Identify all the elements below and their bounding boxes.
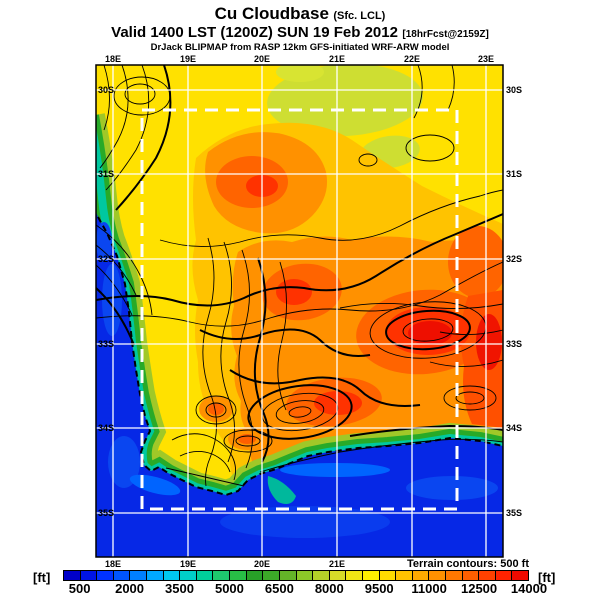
lon-label-bottom: 18E — [104, 559, 122, 569]
colorbar-segment — [113, 571, 131, 580]
coastline — [97, 216, 503, 497]
colorbar-segment — [429, 571, 447, 580]
lat-label-left: 34S — [98, 423, 115, 433]
colorbar-tick-label: 14000 — [510, 581, 548, 596]
colorbar-tick-label: 3500 — [165, 581, 194, 596]
colorbar-segment — [213, 571, 231, 580]
colorbar-segment — [495, 571, 513, 580]
colorbar-tick-label: 2000 — [115, 581, 145, 596]
valid-time-line: Valid 1400 LST (1200Z) SUN 19 Feb 2012 [… — [0, 24, 600, 42]
chart-title: Cu Cloudbase (Sfc. LCL) — [0, 4, 600, 24]
model-attribution: DrJack BLIPMAP from RASP 12km GFS-initia… — [150, 41, 450, 53]
lat-label-left: 35S — [98, 508, 115, 518]
graticule — [96, 65, 503, 557]
colorbar-tick-label: 500 — [68, 581, 91, 596]
chart-title-qualifier: (Sfc. LCL) — [333, 10, 386, 22]
colorbar-segment — [80, 571, 98, 580]
colorbar-tick-label: 5000 — [214, 581, 244, 596]
lon-label-bottom: 20E — [253, 559, 271, 569]
colorbar-tick-label: 8000 — [314, 581, 344, 596]
lat-label-right: 31S — [506, 169, 523, 179]
colorbar-segment — [479, 571, 496, 580]
colorbar-segment — [180, 571, 197, 580]
lat-label-right: 32S — [506, 254, 523, 264]
colorbar-segment — [346, 571, 363, 580]
colorbar-segment — [147, 571, 164, 580]
colorbar-segment — [279, 571, 297, 580]
colorbar — [63, 570, 529, 581]
title-block: Cu Cloudbase (Sfc. LCL) Valid 1400 LST (… — [0, 4, 600, 54]
colorbar-segment — [329, 571, 347, 580]
lon-label-top: 20E — [253, 54, 271, 64]
colorbar-segment — [462, 571, 480, 580]
lon-label-top: 22E — [403, 54, 421, 64]
colorbar-segment — [97, 571, 114, 580]
chart-title-main: Cu Cloudbase — [214, 4, 329, 23]
colorbar-tick-label: 11000 — [411, 581, 447, 596]
colorbar-segment — [512, 571, 529, 580]
lat-label-left: 32S — [98, 254, 115, 264]
colorbar-unit-right: [ft] — [538, 570, 556, 585]
colorbar-segment — [379, 571, 397, 580]
lat-label-right: 30S — [506, 85, 523, 95]
lon-label-top: 21E — [328, 54, 346, 64]
colorbar-segment — [196, 571, 214, 580]
colorbar-segment — [296, 571, 314, 580]
colorbar-segment — [163, 571, 181, 580]
lon-label-bottom: 19E — [179, 559, 197, 569]
lat-label-left: 30S — [98, 85, 115, 95]
model-domain-box — [140, 108, 459, 511]
colorbar-segment — [263, 571, 280, 580]
lon-label-top: 18E — [104, 54, 122, 64]
colorbar-segment — [412, 571, 430, 580]
lon-label-top: 19E — [179, 54, 197, 64]
lat-label-right: 34S — [506, 423, 523, 433]
lat-label-left: 31S — [98, 169, 115, 179]
forecast-tag: [18hrFcst@2159Z] — [402, 29, 489, 41]
colorbar-segment — [230, 571, 247, 580]
colorbar-segment — [64, 571, 81, 580]
colorbar-segment — [446, 571, 463, 580]
colorbar-segment — [130, 571, 148, 580]
map-border — [95, 64, 504, 558]
lon-label-top: 23E — [477, 54, 495, 64]
colorbar-segment — [362, 571, 380, 580]
colorbar-segment — [246, 571, 264, 580]
colorbar-tick-label: 12500 — [460, 581, 498, 596]
colorbar-tick-label: 6500 — [264, 581, 294, 596]
lat-label-right: 33S — [506, 339, 523, 349]
terrain-note: Terrain contours: 500 ft — [406, 558, 529, 570]
valid-time: Valid 1400 LST (1200Z) SUN 19 Feb 2012 — [111, 24, 398, 42]
colorbar-segment — [313, 571, 330, 580]
lat-label-left: 33S — [98, 339, 115, 349]
colorbar-segment — [396, 571, 413, 580]
colorbar-tick-label: 9500 — [364, 581, 394, 596]
lat-label-right: 35S — [506, 508, 523, 518]
colorbar-unit-left: [ft] — [33, 570, 51, 585]
lon-label-bottom: 21E — [328, 559, 346, 569]
